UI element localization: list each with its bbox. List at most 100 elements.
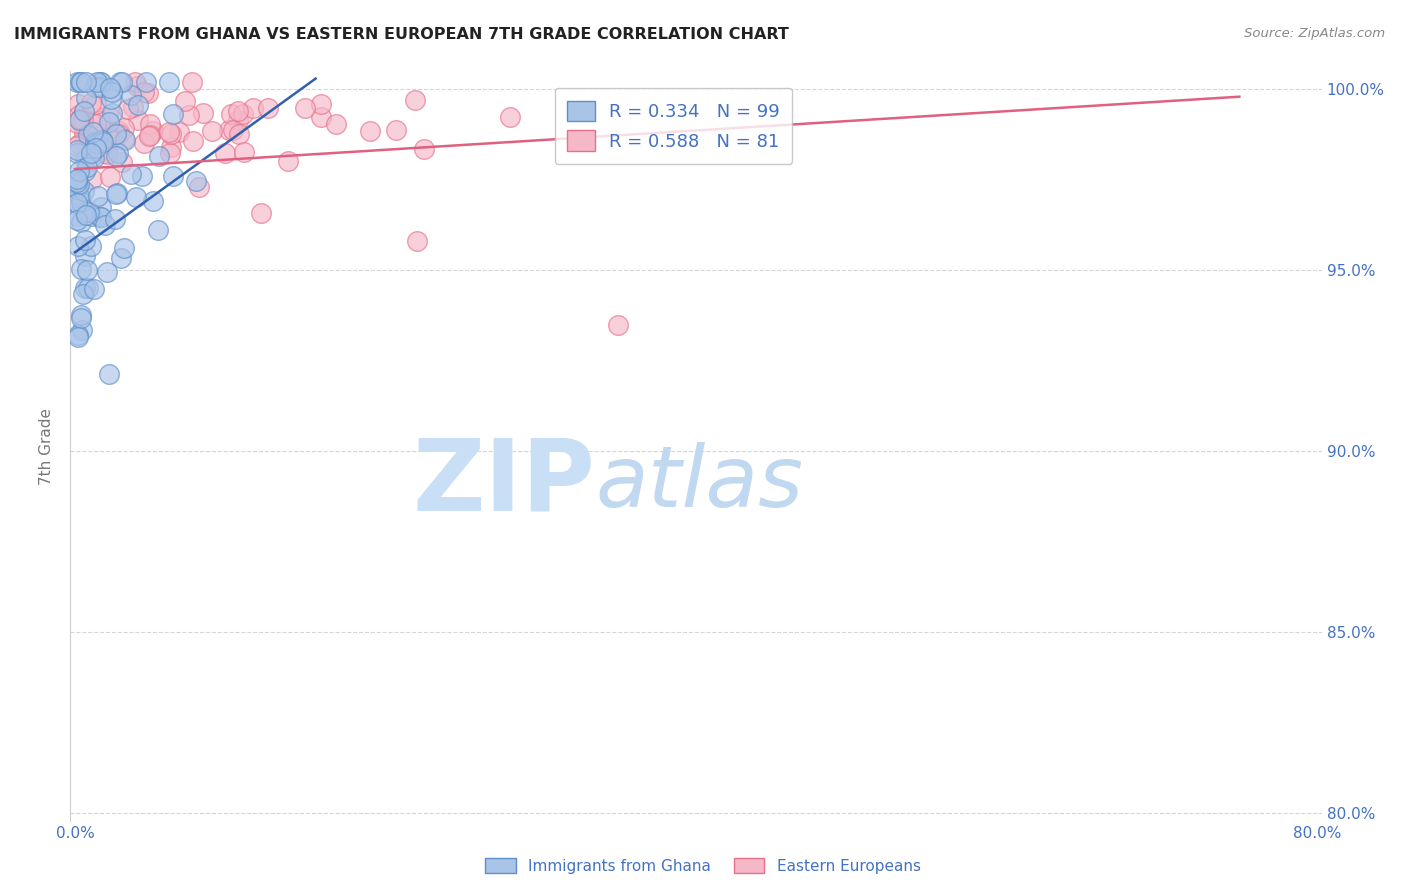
Point — [91, 133, 114, 147]
Point — [112, 121, 135, 136]
Point — [90, 210, 112, 224]
Point — [73, 105, 96, 120]
Point — [76, 161, 98, 175]
Point — [75, 205, 97, 219]
Point — [127, 78, 149, 93]
Point — [70, 322, 93, 336]
Point — [69, 308, 91, 322]
Point — [117, 102, 139, 116]
Point — [167, 125, 190, 139]
Point — [159, 146, 181, 161]
Point — [91, 135, 114, 149]
Point — [607, 318, 630, 332]
Point — [232, 107, 254, 121]
Point — [107, 146, 129, 161]
Point — [70, 195, 93, 210]
Point — [80, 151, 103, 165]
Point — [181, 75, 204, 89]
Point — [73, 184, 96, 198]
Point — [89, 75, 111, 89]
Point — [90, 75, 112, 89]
Point — [159, 128, 181, 142]
Point — [75, 233, 97, 247]
Point — [191, 105, 214, 120]
Point — [94, 218, 117, 232]
Point — [79, 145, 101, 160]
Point — [86, 136, 108, 151]
Point — [80, 171, 103, 186]
Point — [72, 113, 94, 128]
Point — [73, 136, 96, 151]
Point — [104, 212, 127, 227]
Point — [100, 85, 122, 99]
Point — [148, 149, 170, 163]
Point — [108, 123, 131, 137]
Point — [181, 134, 204, 148]
Point — [65, 178, 87, 192]
Point — [96, 265, 118, 279]
Point — [80, 95, 103, 110]
Legend: Immigrants from Ghana, Eastern Europeans: Immigrants from Ghana, Eastern Europeans — [479, 852, 927, 880]
Point — [228, 128, 250, 142]
Point — [184, 174, 207, 188]
Point — [69, 75, 91, 89]
Point — [139, 117, 162, 131]
Point — [221, 106, 243, 120]
Y-axis label: 7th Grade: 7th Grade — [39, 408, 55, 484]
Point — [67, 163, 90, 178]
Point — [80, 209, 103, 223]
Point — [76, 263, 98, 277]
Point — [84, 80, 107, 95]
Point — [66, 143, 89, 157]
Point — [112, 241, 135, 255]
Point — [65, 209, 87, 223]
Point — [277, 154, 299, 169]
Point — [83, 282, 105, 296]
Point — [257, 101, 280, 115]
Point — [72, 287, 94, 301]
Point — [65, 139, 87, 153]
Point — [120, 88, 142, 103]
Point — [65, 145, 87, 160]
Point — [84, 139, 107, 153]
Point — [146, 222, 169, 236]
Point — [120, 167, 142, 181]
Point — [96, 143, 118, 157]
Point — [84, 117, 107, 131]
Point — [97, 108, 120, 122]
Point — [160, 139, 183, 153]
Point — [93, 145, 115, 160]
Point — [80, 238, 103, 252]
Point — [201, 124, 224, 138]
Point — [105, 187, 128, 202]
Point — [87, 135, 110, 149]
Point — [112, 132, 135, 146]
Point — [66, 213, 89, 227]
Point — [98, 368, 121, 382]
Point — [75, 75, 97, 89]
Point — [309, 97, 332, 112]
Point — [311, 110, 333, 124]
Point — [134, 85, 156, 99]
Point — [66, 75, 89, 89]
Point — [73, 104, 96, 119]
Point — [67, 177, 90, 191]
Point — [91, 143, 114, 157]
Point — [65, 175, 87, 189]
Point — [162, 169, 184, 184]
Point — [127, 113, 149, 128]
Point — [69, 112, 91, 126]
Point — [499, 111, 522, 125]
Point — [69, 310, 91, 325]
Point — [226, 113, 249, 128]
Point — [105, 149, 128, 163]
Point — [135, 75, 157, 89]
Point — [77, 128, 100, 142]
Point — [127, 98, 149, 112]
Point — [98, 169, 121, 184]
Point — [98, 115, 121, 129]
Point — [111, 155, 134, 169]
Point — [105, 127, 128, 141]
Point — [413, 142, 436, 156]
Point — [294, 101, 316, 115]
